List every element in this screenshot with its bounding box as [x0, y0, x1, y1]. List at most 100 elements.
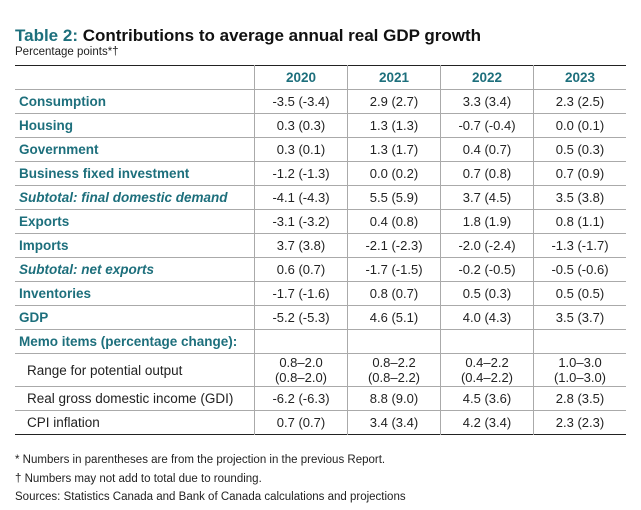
table-row: Subtotal: final domestic demand -4.1 (-4.… [15, 185, 626, 210]
column-header: 2022 [440, 65, 534, 90]
cell-value: 5.5 (5.9) [347, 185, 441, 210]
cell-value: 3.5 (3.7) [533, 305, 626, 330]
cell-value: 3.5 (3.8) [533, 185, 626, 210]
cell-value: 0.5 (0.5) [533, 281, 626, 306]
row-label: Business fixed investment [15, 161, 255, 186]
row-label: GDP [15, 305, 255, 330]
cell-value: 0.8 (1.1) [533, 209, 626, 234]
table-row: GDP -5.2 (-5.3) 4.6 (5.1) 4.0 (4.3) 3.5 (3.7… [15, 305, 626, 330]
cell-value: -0.2 (-0.5) [440, 257, 534, 282]
note-sources: Sources: Statistics Canada and Bank of C… [15, 491, 406, 503]
cell-value: 2.3 (2.5) [533, 89, 626, 114]
table-row: Range for potential output 0.8–2.0 (0.8–2.… [15, 353, 626, 387]
cell-value: 0.8–2.0 (0.8–2.0) [254, 353, 348, 387]
cell-value: -4.1 (-4.3) [254, 185, 348, 210]
cell-value [347, 329, 441, 354]
cell-value: -6.2 (-6.3) [254, 386, 348, 411]
cell-value: -2.1 (-2.3) [347, 233, 441, 258]
cell-value: -1.7 (-1.5) [347, 257, 441, 282]
cell-value: -5.2 (-5.3) [254, 305, 348, 330]
cell-value: -1.2 (-1.3) [254, 161, 348, 186]
cell-value: 0.6 (0.7) [254, 257, 348, 282]
cell-value: 2.8 (3.5) [533, 386, 626, 411]
cell-value: -1.7 (-1.6) [254, 281, 348, 306]
cell-value: 3.7 (4.5) [440, 185, 534, 210]
cell-value: 3.4 (3.4) [347, 410, 441, 435]
header-blank [15, 65, 255, 90]
cell-value: 0.7 (0.7) [254, 410, 348, 435]
cell-value: 1.3 (1.3) [347, 113, 441, 138]
column-header: 2021 [347, 65, 441, 90]
row-label: Subtotal: final domestic demand [15, 185, 255, 210]
row-label: Real gross domestic income (GDI) [15, 386, 255, 411]
cell-value: 2.9 (2.7) [347, 89, 441, 114]
cell-value: 4.5 (3.6) [440, 386, 534, 411]
gdp-table: 2020 2021 2022 2023 Consumption -3.5 (-3.4) 2… [15, 65, 626, 435]
table-row: Exports -3.1 (-3.2) 0.4 (0.8) 1.8 (1.9) 0.8 … [15, 209, 626, 234]
table-row: Inventories -1.7 (-1.6) 0.8 (0.7) 0.5 (0.3)… [15, 281, 626, 306]
table-row: Subtotal: net exports 0.6 (0.7) -1.7 (-1.5… [15, 257, 626, 282]
cell-value: 0.5 (0.3) [533, 137, 626, 162]
cell-value: 1.8 (1.9) [440, 209, 534, 234]
table-row: Imports 3.7 (3.8) -2.1 (-2.3) -2.0 (-2.4) -1… [15, 233, 626, 258]
note-rounding: † Numbers may not add to total due to ro… [15, 472, 262, 485]
cell-value: -3.1 (-3.2) [254, 209, 348, 234]
cell-value: 4.6 (5.1) [347, 305, 441, 330]
cell-value: 0.4 (0.8) [347, 209, 441, 234]
row-label: Memo items (percentage change): [15, 329, 255, 354]
cell-value: 0.8–2.2 (0.8–2.2) [347, 353, 441, 387]
cell-value: 3.7 (3.8) [254, 233, 348, 258]
table-title: Table 2: Contributions to average annual… [15, 26, 481, 46]
row-label: Range for potential output [15, 353, 255, 387]
cell-value: -3.5 (-3.4) [254, 89, 348, 114]
cell-value: -2.0 (-2.4) [440, 233, 534, 258]
cell-value: 0.4 (0.7) [440, 137, 534, 162]
table-row: Housing 0.3 (0.3) 1.3 (1.3) -0.7 (-0.4) 0.0 … [15, 113, 626, 138]
row-label: Consumption [15, 89, 255, 114]
cell-value: -0.7 (-0.4) [440, 113, 534, 138]
cell-value: 0.7 (0.9) [533, 161, 626, 186]
row-label: Exports [15, 209, 255, 234]
table-row: Consumption -3.5 (-3.4) 2.9 (2.7) 3.3 (3.4)… [15, 89, 626, 114]
row-label: Inventories [15, 281, 255, 306]
cell-value: 0.3 (0.3) [254, 113, 348, 138]
cell-value [254, 329, 348, 354]
row-label: Imports [15, 233, 255, 258]
cell-value: 4.2 (3.4) [440, 410, 534, 435]
cell-value: 0.3 (0.1) [254, 137, 348, 162]
table-number: Table 2: [15, 26, 78, 45]
cell-value: 0.5 (0.3) [440, 281, 534, 306]
table-row: CPI inflation 0.7 (0.7) 3.4 (3.4) 4.2 (3.4)… [15, 410, 626, 435]
note-parentheses: * Numbers in parentheses are from the pr… [15, 454, 386, 466]
table-row: Business fixed investment -1.2 (-1.3) 0.0 … [15, 161, 626, 186]
cell-value: 1.3 (1.7) [347, 137, 441, 162]
cell-value: 0.7 (0.8) [440, 161, 534, 186]
title-text: Contributions to average annual real GDP… [82, 26, 482, 45]
row-label: CPI inflation [27, 415, 100, 430]
column-header: 2023 [533, 65, 626, 90]
cell-value: 4.0 (4.3) [440, 305, 534, 330]
subtitle: Percentage points*† [15, 46, 119, 58]
cell-value: 0.0 (0.2) [347, 161, 441, 186]
row-label: Subtotal: net exports [15, 257, 255, 282]
cell-value [533, 329, 626, 354]
column-header: 2020 [254, 65, 348, 90]
cell-value: 2.3 (2.3) [533, 410, 626, 435]
cell-value: 1.0–3.0 (1.0–3.0) [533, 353, 626, 387]
cell-value: -0.5 (-0.6) [533, 257, 626, 282]
cell-value: 0.8 (0.7) [347, 281, 441, 306]
header-row: 2020 2021 2022 2023 [15, 65, 626, 90]
table-row: Real gross domestic income (GDI) -6.2 (-6… [15, 386, 626, 411]
cell-value [440, 329, 534, 354]
table-row: Government 0.3 (0.1) 1.3 (1.7) 0.4 (0.7) 0.5… [15, 137, 626, 162]
cell-value: 0.4–2.2 (0.4–2.2) [440, 353, 534, 387]
notes: * Numbers in parentheses are from the pr… [15, 451, 406, 507]
table-row: Memo items (percentage change): [15, 329, 626, 354]
row-label: Government [15, 137, 255, 162]
cell-value: 3.3 (3.4) [440, 89, 534, 114]
row-label: Housing [15, 113, 255, 138]
cell-value: 0.0 (0.1) [533, 113, 626, 138]
cell-value: 8.8 (9.0) [347, 386, 441, 411]
cell-value: -1.3 (-1.7) [533, 233, 626, 258]
